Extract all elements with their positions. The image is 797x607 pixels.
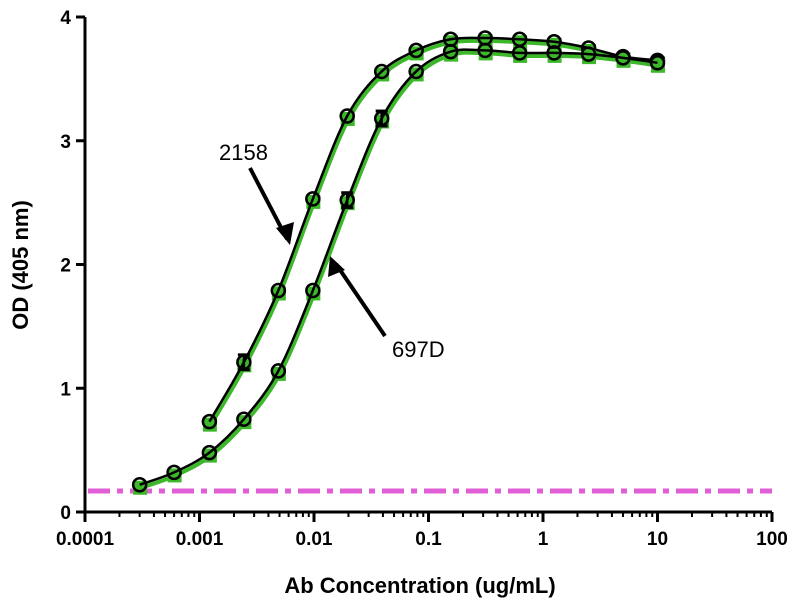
series-layer [131, 30, 666, 495]
data-point [408, 42, 424, 59]
data-point [131, 477, 148, 493]
data-point [546, 45, 562, 61]
x-tick-label: 100 [756, 529, 788, 550]
data-point [408, 63, 424, 80]
x-tick-label: 0.01 [296, 529, 333, 550]
data-point [511, 45, 528, 61]
data-point [305, 282, 321, 299]
x-tick-label: 0.0001 [56, 529, 115, 550]
data-point [546, 34, 562, 50]
y-tick-label: 4 [60, 8, 71, 29]
series-line [139, 48, 658, 486]
annotation-2158: 2158 [219, 140, 268, 165]
x-tick-label: 10 [647, 529, 668, 550]
data-point [615, 50, 631, 66]
arrowhead-2158 [276, 222, 294, 245]
data-point [649, 55, 666, 71]
data-point [373, 63, 390, 80]
data-point [305, 191, 321, 207]
series-697D [131, 42, 666, 495]
data-point [270, 282, 287, 299]
data-point [201, 444, 218, 461]
data-point [373, 110, 390, 127]
annotation-697D: 697D [392, 337, 445, 362]
data-point [166, 464, 182, 481]
axes: 0 1 2 3 4 0.0001 0.001 0.01 0.1 1 10 100 [56, 8, 788, 550]
y-tick-label: 1 [60, 379, 71, 400]
y-tick-label: 3 [60, 132, 71, 153]
data-point [477, 42, 493, 59]
data-point [339, 108, 355, 124]
x-tick-label: 0.001 [176, 529, 224, 550]
arrow-697D [334, 262, 387, 338]
y-axis-title: OD (405 nm) [8, 200, 33, 330]
arrowhead-697D [328, 256, 345, 277]
x-tick-label: 1 [538, 529, 549, 550]
data-point [201, 413, 218, 430]
y-tick-label: 0 [60, 503, 71, 524]
data-point [339, 192, 355, 208]
x-axis-title: Ab Concentration (ug/mL) [284, 573, 555, 598]
data-point [442, 43, 459, 60]
annotation-layer: 2158 697D [219, 140, 445, 362]
data-point [236, 411, 252, 427]
data-point [270, 363, 287, 379]
y-tick-label: 2 [60, 256, 71, 277]
series-line-green [140, 50, 660, 490]
data-point [236, 354, 252, 371]
x-tick-label: 0.1 [415, 529, 442, 550]
data-point [580, 46, 597, 62]
